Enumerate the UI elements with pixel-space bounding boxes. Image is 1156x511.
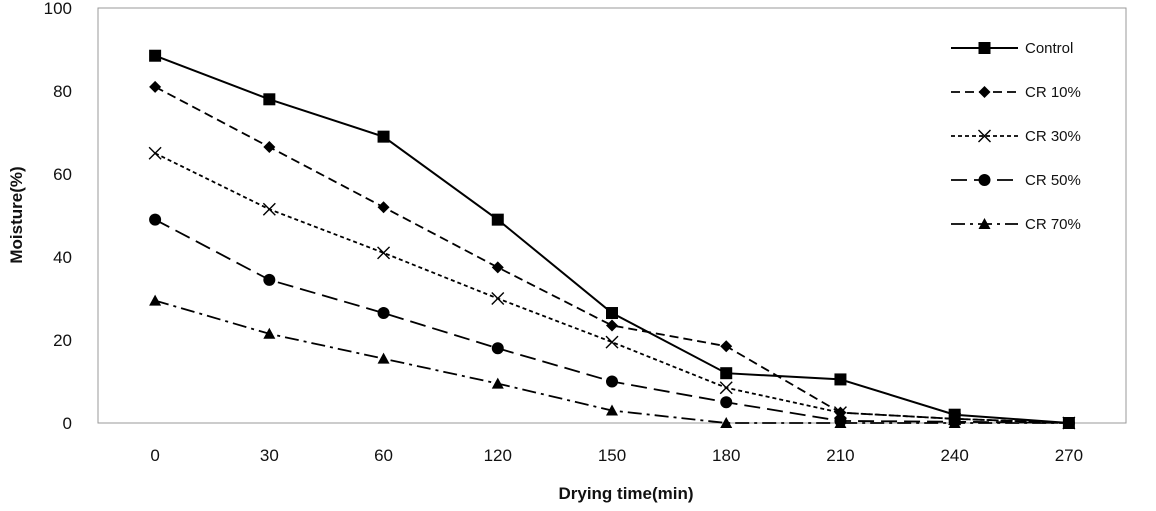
data-point bbox=[834, 373, 847, 386]
series-line bbox=[154, 54, 1069, 424]
legend-marker bbox=[978, 218, 991, 229]
x-marker-stroke bbox=[377, 246, 391, 260]
data-point bbox=[720, 396, 733, 409]
x-marker-stroke bbox=[262, 202, 276, 216]
y-tick-label: 40 bbox=[53, 248, 72, 267]
y-tick-label: 0 bbox=[63, 414, 72, 433]
data-point bbox=[263, 273, 276, 286]
x-marker-stroke bbox=[605, 335, 619, 349]
series-cr-70pct bbox=[149, 294, 1075, 428]
x-tick-label: 180 bbox=[712, 446, 740, 465]
data-point bbox=[719, 381, 733, 395]
legend-item: CR 50% bbox=[951, 172, 1081, 189]
legend: Control CR 10% CR 30% CR 50% CR 70% bbox=[951, 40, 1081, 233]
data-point bbox=[149, 80, 162, 93]
data-point bbox=[606, 375, 618, 388]
data-point bbox=[148, 146, 162, 160]
data-point bbox=[491, 377, 504, 389]
legend-item: CR 70% bbox=[951, 216, 1081, 233]
legend-label: CR 50% bbox=[1025, 172, 1081, 189]
x-tick-label: 150 bbox=[598, 446, 626, 465]
legend-marker bbox=[978, 42, 991, 54]
legend-label: CR 70% bbox=[1025, 216, 1081, 233]
data-point bbox=[377, 246, 391, 260]
legend-marker bbox=[978, 86, 991, 98]
x-tick-label: 60 bbox=[374, 446, 393, 465]
data-point bbox=[1062, 417, 1075, 428]
series-control bbox=[149, 49, 1075, 429]
x-marker-stroke bbox=[978, 129, 991, 143]
legend-marker bbox=[978, 174, 991, 186]
data-point bbox=[605, 335, 619, 349]
data-point bbox=[263, 141, 276, 154]
y-tick-label: 20 bbox=[53, 331, 72, 350]
data-point bbox=[491, 261, 504, 274]
data-point bbox=[149, 213, 162, 226]
data-point bbox=[149, 294, 162, 306]
y-tick-label: 100 bbox=[44, 0, 72, 18]
data-point bbox=[834, 417, 847, 428]
data-point bbox=[606, 307, 618, 320]
legend-marker bbox=[978, 129, 991, 143]
data-point bbox=[606, 319, 618, 332]
legend-label: CR 10% bbox=[1025, 84, 1081, 101]
data-point bbox=[377, 130, 390, 143]
data-point bbox=[720, 417, 733, 428]
x-tick-label: 0 bbox=[150, 446, 159, 465]
x-tick-label: 120 bbox=[484, 446, 512, 465]
data-point bbox=[491, 292, 505, 305]
data-point bbox=[720, 367, 733, 380]
data-point bbox=[377, 352, 390, 364]
y-tick-label: 60 bbox=[53, 165, 72, 184]
data-point bbox=[491, 342, 504, 355]
data-point bbox=[491, 213, 504, 226]
data-point bbox=[149, 49, 162, 62]
data-point bbox=[377, 201, 390, 214]
legend-item: CR 30% bbox=[951, 128, 1081, 145]
x-tick-label: 270 bbox=[1055, 446, 1083, 465]
plot-frame bbox=[97, 7, 1127, 424]
x-axis-title: Drying time(min) bbox=[558, 484, 693, 503]
y-axis-title: Moisture(%) bbox=[7, 166, 26, 263]
x-marker-stroke bbox=[148, 146, 162, 160]
data-point bbox=[720, 340, 733, 353]
data-point bbox=[263, 93, 276, 106]
x-tick-label: 240 bbox=[940, 446, 968, 465]
legend-item: CR 10% bbox=[951, 84, 1081, 101]
data-point bbox=[606, 404, 618, 416]
y-tick-label: 80 bbox=[53, 82, 72, 101]
legend-label: CR 30% bbox=[1025, 128, 1081, 145]
series-line bbox=[154, 86, 1069, 424]
x-marker-stroke bbox=[491, 292, 505, 305]
data-point bbox=[262, 202, 276, 216]
legend-label: Control bbox=[1025, 40, 1073, 57]
x-tick-label: 210 bbox=[826, 446, 854, 465]
data-point bbox=[263, 327, 276, 339]
legend-item: Control bbox=[951, 40, 1073, 57]
data-point bbox=[948, 417, 961, 428]
data-point bbox=[377, 307, 390, 320]
x-tick-label: 30 bbox=[260, 446, 279, 465]
x-marker-stroke bbox=[719, 381, 733, 395]
